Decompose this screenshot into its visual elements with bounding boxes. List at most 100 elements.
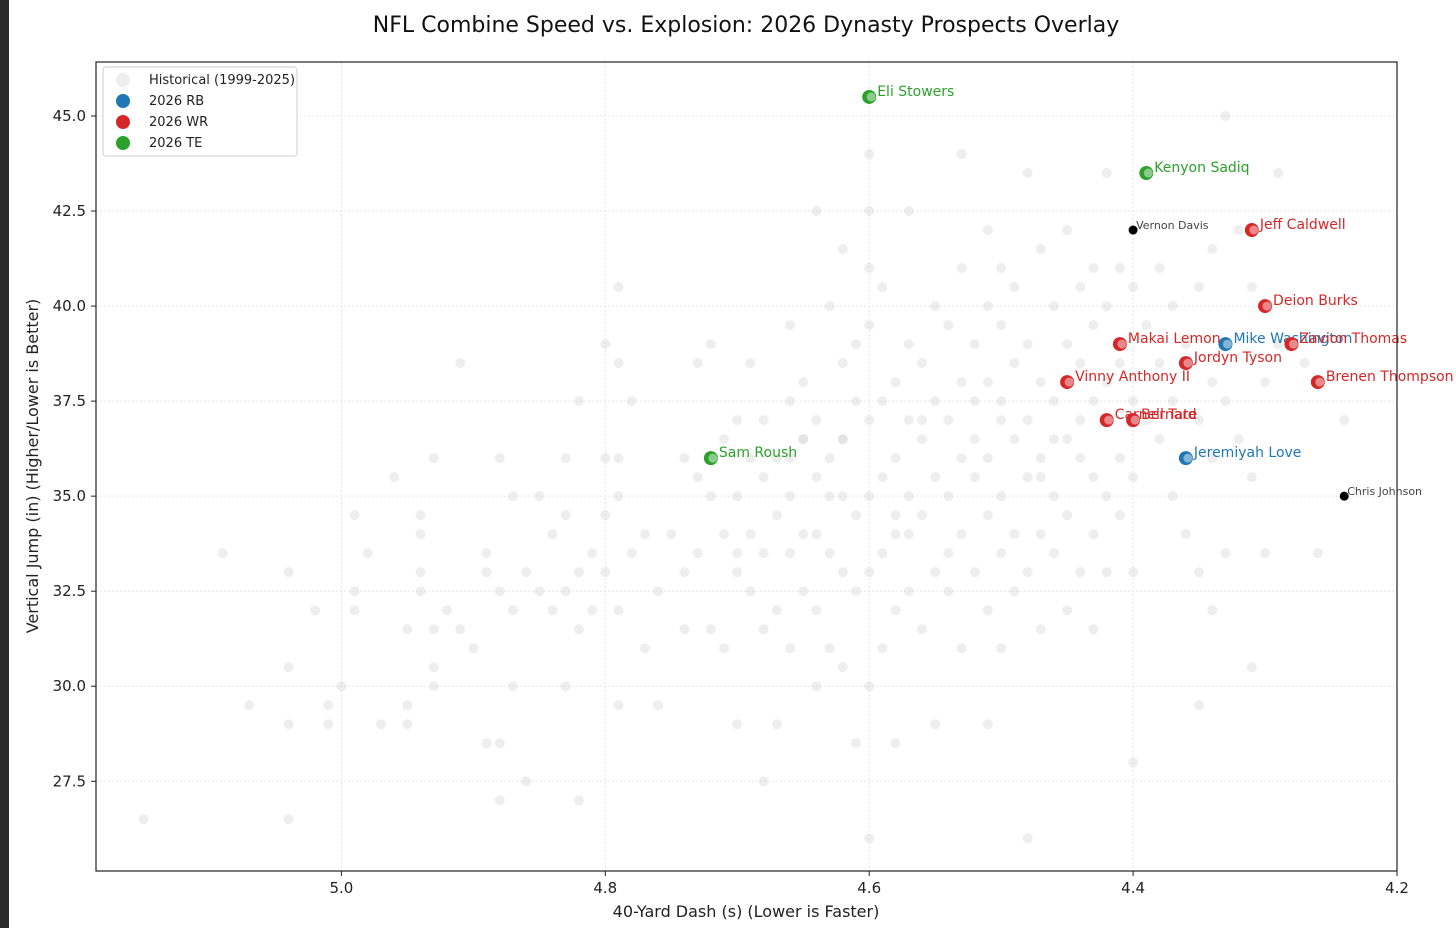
historical-point bbox=[943, 586, 954, 597]
historical-point bbox=[1260, 548, 1271, 559]
historical-point bbox=[996, 491, 1007, 502]
historical-point bbox=[402, 624, 413, 635]
historical-point bbox=[811, 415, 822, 426]
historical-point bbox=[890, 510, 901, 521]
historical-point bbox=[785, 453, 796, 464]
historical-point bbox=[864, 149, 875, 160]
reference-point bbox=[1128, 225, 1138, 235]
historical-point bbox=[1075, 453, 1086, 464]
historical-point bbox=[679, 453, 690, 464]
prospect-point-highlight bbox=[1249, 225, 1259, 235]
x-axis-ticks: 5.0 4.8 4.6 4.4 4.2 bbox=[329, 871, 1409, 897]
historical-point bbox=[1207, 244, 1218, 255]
historical-point bbox=[639, 529, 650, 540]
historical-point bbox=[864, 415, 875, 426]
historical-point bbox=[1009, 434, 1020, 445]
legend-label: 2026 TE bbox=[149, 136, 202, 151]
x-tick-label: 5.0 bbox=[329, 879, 353, 897]
historical-point bbox=[1101, 377, 1112, 388]
historical-point bbox=[1048, 301, 1059, 312]
historical-point bbox=[441, 605, 452, 616]
historical-point bbox=[758, 415, 769, 426]
historical-point bbox=[864, 681, 875, 692]
historical-point bbox=[1009, 358, 1020, 369]
historical-point bbox=[732, 567, 743, 578]
historical-point bbox=[864, 567, 875, 578]
historical-point bbox=[1035, 377, 1046, 388]
historical-point bbox=[890, 453, 901, 464]
historical-point bbox=[1220, 396, 1231, 407]
historical-point bbox=[1194, 282, 1205, 293]
historical-point bbox=[719, 643, 730, 654]
historical-point bbox=[1128, 282, 1139, 293]
historical-point bbox=[560, 586, 571, 597]
legend-marker bbox=[116, 94, 130, 108]
x-tick-label: 4.6 bbox=[857, 879, 881, 897]
historical-point bbox=[402, 700, 413, 711]
historical-point bbox=[428, 453, 439, 464]
historical-point bbox=[969, 396, 980, 407]
historical-point bbox=[521, 567, 532, 578]
historical-point bbox=[1312, 548, 1323, 559]
historical-point bbox=[1075, 358, 1086, 369]
historical-point bbox=[1167, 396, 1178, 407]
historical-point bbox=[956, 643, 967, 654]
prospect-point bbox=[1258, 299, 1273, 314]
historical-point bbox=[534, 586, 545, 597]
historical-point bbox=[1220, 548, 1231, 559]
historical-point bbox=[1062, 605, 1073, 616]
historical-point bbox=[455, 358, 466, 369]
historical-point bbox=[798, 434, 809, 445]
historical-point bbox=[930, 719, 941, 730]
historical-point bbox=[824, 491, 835, 502]
historical-point bbox=[890, 605, 901, 616]
historical-point bbox=[494, 453, 505, 464]
historical-point bbox=[837, 244, 848, 255]
historical-point bbox=[877, 548, 888, 559]
historical-point bbox=[587, 548, 598, 559]
historical-point bbox=[389, 472, 400, 483]
prospect-point-highlight bbox=[1288, 339, 1298, 349]
historical-point bbox=[1088, 396, 1099, 407]
historical-point bbox=[336, 681, 347, 692]
prospect-point bbox=[1060, 375, 1075, 390]
historical-point bbox=[547, 605, 558, 616]
historical-point bbox=[613, 453, 624, 464]
historical-point bbox=[1167, 301, 1178, 312]
historical-point bbox=[1180, 339, 1191, 350]
historical-point bbox=[1101, 567, 1112, 578]
y-tick-label: 40.0 bbox=[53, 297, 86, 315]
historical-point bbox=[1128, 396, 1139, 407]
historical-point bbox=[1035, 453, 1046, 464]
historical-point bbox=[798, 586, 809, 597]
historical-point bbox=[507, 605, 518, 616]
historical-point bbox=[811, 472, 822, 483]
historical-point bbox=[1062, 225, 1073, 236]
historical-point bbox=[969, 434, 980, 445]
historical-point bbox=[494, 738, 505, 749]
historical-point bbox=[626, 548, 637, 559]
historical-point bbox=[1246, 472, 1257, 483]
historical-point bbox=[560, 453, 571, 464]
historical-point bbox=[323, 700, 334, 711]
prospect-point-highlight bbox=[1262, 301, 1272, 311]
y-tick-label: 37.5 bbox=[53, 392, 86, 410]
historical-point bbox=[310, 605, 321, 616]
prospect-label: Bernard bbox=[1141, 407, 1197, 423]
historical-point bbox=[613, 282, 624, 293]
historical-point bbox=[705, 491, 716, 502]
prospect-point bbox=[1099, 413, 1114, 428]
prospect-label: Jeff Caldwell bbox=[1259, 217, 1346, 233]
historical-point bbox=[1154, 434, 1165, 445]
historical-point bbox=[1088, 263, 1099, 274]
historical-point bbox=[1128, 757, 1139, 768]
historical-point bbox=[600, 510, 611, 521]
historical-point bbox=[534, 491, 545, 502]
historical-point bbox=[758, 776, 769, 787]
historical-point bbox=[573, 396, 584, 407]
prospect-point bbox=[1112, 337, 1127, 352]
historical-point bbox=[1207, 453, 1218, 464]
prospect-label: Deion Burks bbox=[1273, 293, 1358, 309]
